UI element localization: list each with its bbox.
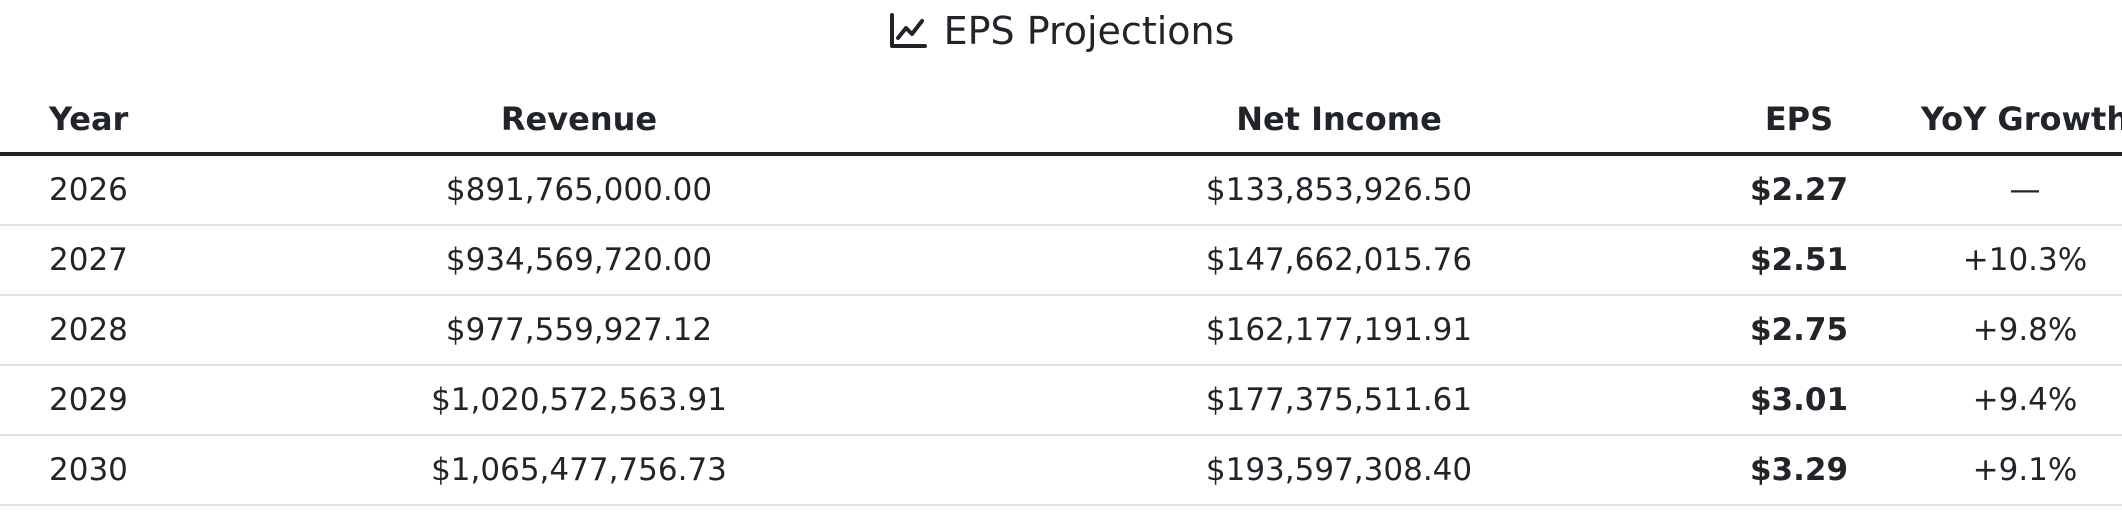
table-row: 2026 $891,765,000.00 $133,853,926.50 $2.… [0, 154, 2122, 226]
cell-yoy-growth: +10.3% [1879, 225, 2122, 296]
cell-year: 2030 [0, 435, 199, 506]
page-title: EPS Projections [0, 0, 2122, 62]
column-header-eps: EPS [1719, 86, 1879, 156]
cell-eps: $3.29 [1719, 435, 1879, 506]
cell-eps: $2.51 [1719, 225, 1879, 296]
cell-revenue: $891,765,000.00 [199, 154, 959, 226]
cell-revenue: $1,020,572,563.91 [199, 365, 959, 436]
table-row: 2028 $977,559,927.12 $162,177,191.91 $2.… [0, 295, 2122, 366]
cell-net-income: $147,662,015.76 [959, 225, 1719, 296]
column-header-year: Year [0, 86, 199, 156]
cell-year: 2028 [0, 295, 199, 366]
cell-yoy-growth: +9.4% [1879, 365, 2122, 436]
line-chart-icon [888, 11, 928, 51]
cell-revenue: $1,065,477,756.73 [199, 435, 959, 506]
cell-yoy-growth: +9.1% [1879, 435, 2122, 506]
table-header-row: Year Revenue Net Income EPS YoY Growth [0, 86, 2122, 156]
cell-net-income: $162,177,191.91 [959, 295, 1719, 366]
table-row: 2027 $934,569,720.00 $147,662,015.76 $2.… [0, 225, 2122, 296]
cell-net-income: $193,597,308.40 [959, 435, 1719, 506]
cell-year: 2029 [0, 365, 199, 436]
cell-eps: $2.27 [1719, 154, 1879, 226]
cell-eps: $3.01 [1719, 365, 1879, 436]
table-row: 2029 $1,020,572,563.91 $177,375,511.61 $… [0, 365, 2122, 436]
cell-net-income: $177,375,511.61 [959, 365, 1719, 436]
cell-yoy-growth: — [1879, 154, 2122, 226]
cell-eps: $2.75 [1719, 295, 1879, 366]
cell-year: 2026 [0, 154, 199, 226]
column-header-revenue: Revenue [199, 86, 959, 156]
table-row: 2030 $1,065,477,756.73 $193,597,308.40 $… [0, 435, 2122, 506]
eps-projections-table: Year Revenue Net Income EPS YoY Growth 2… [0, 86, 2122, 506]
cell-year: 2027 [0, 225, 199, 296]
title-text: EPS Projections [943, 9, 1235, 53]
cell-yoy-growth: +9.8% [1879, 295, 2122, 366]
column-header-net-income: Net Income [959, 86, 1719, 156]
cell-revenue: $934,569,720.00 [199, 225, 959, 296]
cell-net-income: $133,853,926.50 [959, 154, 1719, 226]
cell-revenue: $977,559,927.12 [199, 295, 959, 366]
column-header-yoy-growth: YoY Growth [1879, 86, 2122, 156]
